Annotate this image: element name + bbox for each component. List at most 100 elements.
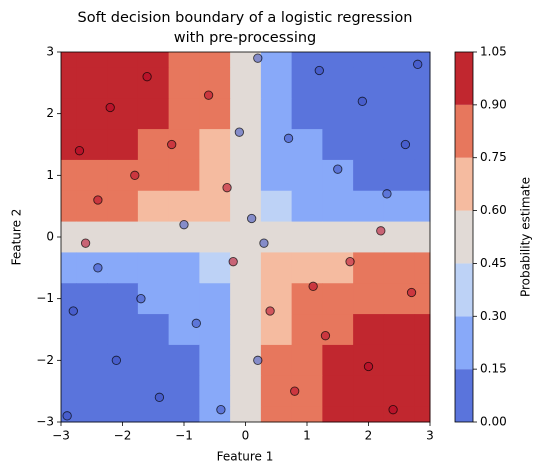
contour-cell [230, 67, 262, 99]
chart-title: with pre-processing [174, 30, 317, 46]
contour-cell [107, 406, 139, 423]
contour-cell [199, 67, 231, 99]
contour-cell [107, 314, 139, 346]
contour-cell [76, 344, 108, 377]
contour-cell [291, 344, 323, 377]
contour-cell [199, 375, 231, 408]
colorbar-band [455, 263, 473, 317]
colorbar-label: Probability estimate [519, 177, 533, 297]
contour-cell [260, 406, 293, 423]
contour-cell [168, 344, 200, 377]
contour-cell [414, 314, 431, 346]
x-tick-label: −3 [52, 429, 70, 443]
data-point [74, 146, 85, 156]
contour-cell [107, 221, 139, 253]
contour-cell [168, 406, 200, 423]
contour-cell [414, 375, 431, 408]
y-tick-label: 3 [46, 45, 54, 59]
contour-cell [260, 190, 293, 223]
contour-cell [383, 314, 416, 346]
data-point [388, 405, 398, 415]
contour-cell [137, 190, 170, 223]
data-point [93, 195, 103, 205]
contour-cell [137, 406, 170, 423]
data-point [308, 281, 318, 291]
contour-cell [414, 344, 431, 377]
contour-cell [291, 252, 323, 284]
data-point [406, 287, 417, 298]
y-axis-label: Feature 2 [10, 209, 24, 266]
contour-cell [137, 159, 170, 192]
contour-cell [107, 283, 139, 315]
contour-cell [76, 129, 108, 161]
contour-cell [107, 190, 139, 223]
contour-cell [76, 283, 108, 315]
contour-cell [322, 252, 354, 284]
x-axis-label: Feature 1 [217, 450, 274, 464]
data-point [216, 405, 226, 415]
contour-cell [353, 221, 385, 253]
contour-cell [383, 98, 416, 130]
contour-cell [353, 98, 385, 130]
contour-cell [230, 375, 262, 408]
data-point [142, 72, 152, 82]
contour-cell [414, 221, 431, 253]
data-point [105, 102, 115, 113]
contour-cell [260, 98, 293, 130]
contour-cell [199, 406, 231, 423]
contour-cell [61, 190, 77, 223]
colorbar-band [455, 210, 473, 264]
contour-cell [168, 375, 200, 408]
contour-cell [230, 129, 262, 161]
contour-cell [322, 406, 354, 423]
contour-cell [230, 98, 262, 130]
data-point [80, 238, 91, 248]
data-point [376, 226, 386, 236]
contour-cell [107, 52, 139, 68]
contour-cell [230, 221, 262, 253]
contour-cell [230, 283, 262, 315]
contour-cell [260, 375, 293, 408]
contour-cell [168, 159, 200, 192]
colorbar-tick-label: 0.75 [480, 150, 507, 164]
contour-cell [61, 221, 77, 253]
contour-cell [61, 314, 77, 346]
contour-cell [322, 190, 354, 223]
contour-cell [383, 159, 416, 192]
contour-cell [107, 129, 139, 161]
colorbar-tick-label: 0.15 [480, 362, 507, 376]
contour-cell [107, 98, 139, 130]
contour-cell [76, 159, 108, 192]
contour-cell [353, 52, 385, 68]
contour-cell [61, 375, 77, 408]
y-tick-label: −3 [36, 415, 54, 429]
y-tick-label: −2 [36, 353, 54, 367]
contour-cell [291, 406, 323, 423]
contour-cell [322, 375, 354, 408]
contour-cell [137, 52, 170, 68]
data-point [111, 355, 122, 365]
contour-cell [260, 314, 293, 346]
contour-cell [322, 283, 354, 315]
contour-cell [353, 159, 385, 192]
contour-cell [260, 252, 293, 284]
contour-cell [199, 190, 231, 223]
contour-cell [353, 314, 385, 346]
data-point [62, 411, 72, 421]
contour-cell [383, 283, 416, 315]
contour-cell [199, 52, 231, 68]
contour-cell [137, 375, 170, 408]
contour-cell [414, 67, 431, 99]
contour-cell [383, 221, 416, 253]
contour-cell [61, 129, 77, 161]
data-point [179, 220, 189, 230]
contour-cell [61, 159, 77, 192]
colorbar-band [455, 157, 473, 211]
colorbar [455, 52, 473, 422]
contour-cell [383, 375, 416, 408]
contour-cell [199, 98, 231, 130]
contour-cell [383, 67, 416, 99]
data-point [203, 90, 214, 100]
data-point [290, 386, 300, 396]
